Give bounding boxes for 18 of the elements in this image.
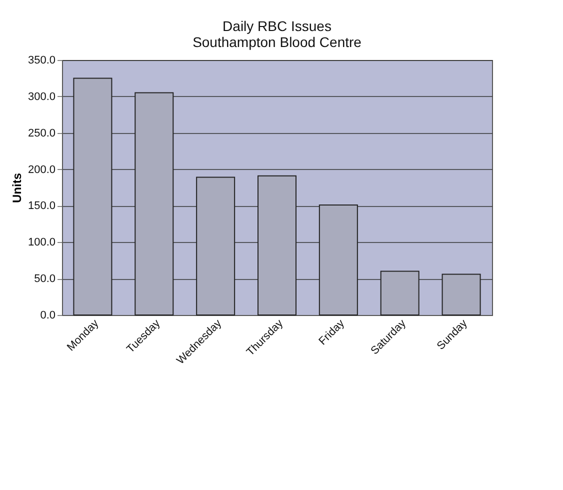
y-tick-label: 100.0 — [28, 236, 56, 249]
y-tick-label: 150.0 — [28, 200, 56, 212]
bar — [442, 274, 481, 316]
y-axis-title: Units — [10, 172, 24, 203]
bar — [73, 78, 112, 316]
bar — [258, 175, 296, 316]
bar — [318, 204, 358, 316]
bar — [196, 176, 236, 316]
bar — [380, 270, 420, 316]
y-tick-label: 0.0 — [40, 310, 56, 322]
y-tick-label: 250.0 — [28, 127, 56, 140]
y-tick-label: 200.0 — [28, 164, 56, 176]
y-tick-label: 350.0 — [28, 54, 56, 66]
text: Daily RBC Issues — [222, 18, 332, 34]
bar — [134, 92, 174, 316]
y-tick-label: 50.0 — [34, 273, 56, 286]
text: Southampton Blood Centre — [192, 34, 362, 50]
y-tick-label: 300.0 — [28, 90, 56, 103]
